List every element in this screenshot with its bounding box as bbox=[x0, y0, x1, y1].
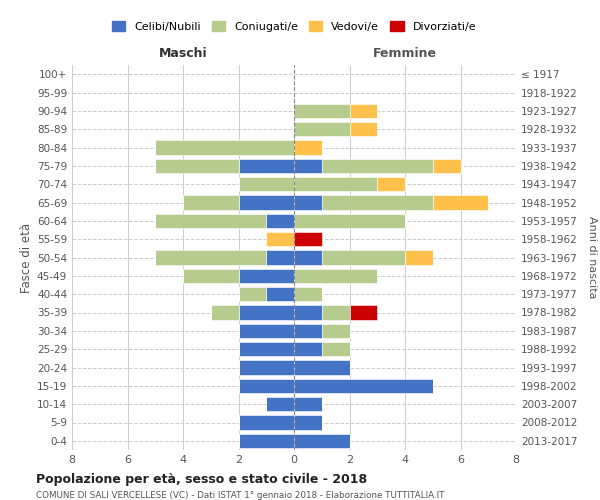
Text: Maschi: Maschi bbox=[158, 46, 208, 60]
Bar bbox=[239, 177, 294, 192]
Y-axis label: Anni di nascita: Anni di nascita bbox=[587, 216, 597, 298]
Bar bbox=[433, 158, 461, 173]
Legend: Celibi/Nubili, Coniugati/e, Vedovi/e, Divorziati/e: Celibi/Nubili, Coniugati/e, Vedovi/e, Di… bbox=[107, 16, 481, 36]
Bar bbox=[294, 104, 349, 118]
Bar bbox=[294, 177, 377, 192]
Bar bbox=[266, 397, 294, 411]
Text: COMUNE DI SALI VERCELLESE (VC) - Dati ISTAT 1° gennaio 2018 - Elaborazione TUTTI: COMUNE DI SALI VERCELLESE (VC) - Dati IS… bbox=[36, 491, 445, 500]
Bar bbox=[294, 214, 405, 228]
Bar bbox=[183, 268, 239, 283]
Bar bbox=[211, 306, 239, 320]
Bar bbox=[322, 196, 433, 209]
Bar bbox=[294, 268, 377, 283]
Bar bbox=[266, 232, 294, 246]
Bar bbox=[377, 177, 405, 192]
Bar bbox=[239, 158, 294, 173]
Bar bbox=[294, 416, 322, 430]
Bar bbox=[239, 416, 294, 430]
Bar bbox=[349, 122, 377, 136]
Bar bbox=[294, 342, 322, 356]
Bar bbox=[294, 122, 349, 136]
Bar bbox=[294, 140, 322, 154]
Bar bbox=[155, 140, 294, 154]
Bar bbox=[349, 306, 377, 320]
Bar bbox=[322, 306, 349, 320]
Bar bbox=[349, 104, 377, 118]
Bar bbox=[155, 214, 266, 228]
Bar bbox=[266, 287, 294, 302]
Bar bbox=[294, 158, 322, 173]
Bar bbox=[239, 306, 294, 320]
Y-axis label: Fasce di età: Fasce di età bbox=[20, 222, 33, 292]
Bar bbox=[322, 250, 405, 264]
Bar bbox=[294, 378, 433, 393]
Bar bbox=[294, 397, 322, 411]
Bar bbox=[239, 324, 294, 338]
Bar bbox=[266, 250, 294, 264]
Bar bbox=[183, 196, 239, 209]
Bar bbox=[239, 196, 294, 209]
Bar bbox=[433, 196, 488, 209]
Bar bbox=[155, 250, 266, 264]
Bar bbox=[294, 232, 322, 246]
Bar bbox=[294, 306, 322, 320]
Bar bbox=[239, 378, 294, 393]
Text: Femmine: Femmine bbox=[373, 46, 437, 60]
Text: Popolazione per età, sesso e stato civile - 2018: Popolazione per età, sesso e stato civil… bbox=[36, 472, 367, 486]
Bar bbox=[294, 196, 322, 209]
Bar bbox=[294, 324, 322, 338]
Bar bbox=[294, 250, 322, 264]
Bar bbox=[294, 360, 349, 374]
Bar bbox=[405, 250, 433, 264]
Bar bbox=[239, 360, 294, 374]
Bar bbox=[294, 287, 322, 302]
Bar bbox=[239, 268, 294, 283]
Bar bbox=[155, 158, 239, 173]
Bar bbox=[239, 342, 294, 356]
Bar bbox=[322, 342, 349, 356]
Bar bbox=[322, 158, 433, 173]
Bar bbox=[294, 434, 349, 448]
Bar bbox=[239, 287, 266, 302]
Bar bbox=[266, 214, 294, 228]
Bar bbox=[322, 324, 349, 338]
Bar bbox=[239, 434, 294, 448]
